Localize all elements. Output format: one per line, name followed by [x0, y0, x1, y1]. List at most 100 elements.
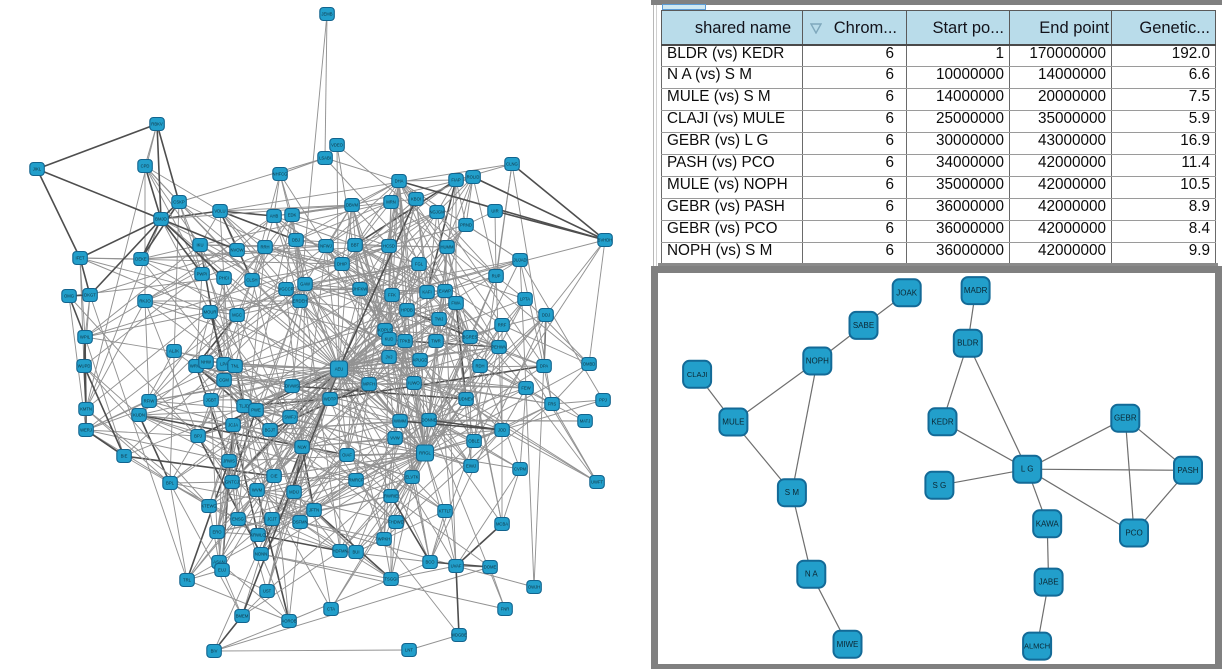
- svg-text:TWJ: TWJ: [435, 317, 444, 322]
- svg-text:JFTN: JFTN: [309, 508, 319, 513]
- svg-text:MULE: MULE: [722, 418, 744, 427]
- svg-text:NHW: NHW: [201, 360, 211, 365]
- svg-text:ERDEH: ERDEH: [293, 299, 308, 304]
- svg-text:BGJT: BGJT: [265, 428, 276, 433]
- svg-text:MOUR: MOUR: [204, 310, 217, 315]
- svg-text:KMTN: KMTN: [80, 407, 92, 412]
- svg-text:OWJH: OWJH: [528, 585, 540, 590]
- svg-text:NVOW: NVOW: [230, 248, 243, 253]
- svg-text:IFET: IFET: [75, 256, 85, 261]
- svg-text:DOME: DOME: [484, 565, 497, 570]
- svg-text:FGL: FGL: [415, 262, 424, 267]
- svg-text:BUI: BUI: [353, 550, 360, 555]
- svg-text:S M: S M: [785, 488, 800, 497]
- svg-text:GNTCJ: GNTCJ: [225, 480, 239, 485]
- svg-text:BBT: BBT: [351, 243, 360, 248]
- svg-text:DBJ: DBJ: [292, 238, 300, 243]
- svg-text:MIWE: MIWE: [837, 640, 859, 649]
- svg-text:GAW: GAW: [300, 282, 310, 287]
- svg-text:NLW: NLW: [298, 445, 307, 450]
- svg-text:DEKE: DEKE: [135, 257, 147, 262]
- svg-text:TNL: TNL: [231, 364, 240, 369]
- svg-text:BPJ: BPJ: [194, 434, 202, 439]
- svg-text:JUJAD: JUJAD: [513, 258, 526, 263]
- svg-text:WVM: WVM: [252, 488, 263, 493]
- svg-text:RMRCF: RMRCF: [348, 478, 364, 483]
- svg-text:IUWO: IUWO: [408, 381, 420, 386]
- svg-text:ELVTK: ELVTK: [406, 475, 419, 480]
- svg-text:VDLU: VDLU: [214, 209, 225, 214]
- svg-text:GEBR: GEBR: [1114, 414, 1137, 423]
- svg-text:SABE: SABE: [853, 321, 874, 330]
- svg-text:RDH: RDH: [475, 364, 484, 369]
- svg-text:NGJGM: NGJGM: [429, 210, 445, 215]
- svg-text:MPFH: MPFH: [363, 382, 375, 387]
- svg-text:FRS: FRS: [548, 402, 557, 407]
- svg-text:UVAF: UVAF: [451, 564, 462, 569]
- svg-text:ALJK: ALJK: [169, 349, 179, 354]
- svg-text:DONNE: DONNE: [421, 418, 436, 423]
- svg-text:MCBA: MCBA: [496, 522, 508, 527]
- svg-text:RRF: RRF: [498, 323, 507, 328]
- svg-text:BIE: BIE: [121, 454, 128, 459]
- svg-text:JRWS: JRWS: [223, 459, 235, 464]
- svg-text:EUJ: EUJ: [218, 568, 226, 573]
- svg-text:FHDWD: FHDWD: [388, 520, 404, 525]
- svg-text:RKJO: RKJO: [139, 299, 151, 304]
- svg-text:FFK: FFK: [388, 293, 396, 298]
- svg-text:NONN: NONN: [255, 552, 267, 557]
- svg-text:CIE: CIE: [271, 474, 278, 479]
- svg-text:BMJO: BMJO: [155, 217, 167, 222]
- svg-text:RWRIE: RWRIE: [384, 494, 398, 499]
- svg-text:JIKL: JIKL: [33, 167, 42, 172]
- svg-text:TSGGI: TSGGI: [384, 577, 397, 582]
- svg-text:AEU: AEU: [335, 367, 344, 372]
- svg-text:FWA: FWA: [451, 301, 460, 306]
- svg-text:MDIJ: MDIJ: [289, 490, 299, 495]
- svg-text:JEMB: JEMB: [321, 12, 332, 17]
- svg-text:JOD: JOD: [498, 428, 506, 433]
- svg-text:TPKB: TPKB: [400, 339, 411, 344]
- svg-text:PCO: PCO: [1125, 529, 1142, 538]
- svg-text:EIWJ: EIWJ: [466, 464, 476, 469]
- svg-text:OMBD: OMBD: [583, 362, 596, 367]
- svg-text:ASAN: ASAN: [213, 560, 224, 565]
- svg-text:BGRES: BGRES: [463, 335, 478, 340]
- svg-text:OSFMN: OSFMN: [292, 520, 307, 525]
- svg-text:AOROB: AOROB: [281, 619, 296, 624]
- svg-text:RBKV: RBKV: [151, 122, 163, 127]
- svg-text:EDK: EDK: [288, 213, 297, 218]
- svg-text:NFWJ: NFWJ: [320, 244, 332, 249]
- svg-text:SWFJ: SWFJ: [284, 415, 295, 420]
- svg-text:CTA: CTA: [327, 607, 335, 612]
- svg-text:KTTLT: KTTLT: [439, 509, 452, 514]
- svg-text:TWR: TWR: [431, 339, 441, 344]
- svg-text:JCJA: JCJA: [228, 423, 238, 428]
- svg-text:VVW: VVW: [390, 436, 400, 441]
- svg-text:PWPI: PWPI: [197, 272, 208, 277]
- svg-text:PRND: PRND: [460, 223, 472, 228]
- svg-text:UIR: UIR: [491, 209, 498, 214]
- svg-text:JVJ: JVJ: [386, 355, 393, 360]
- svg-text:APUGD: APUGD: [413, 358, 428, 363]
- svg-text:BVHDH: BVHDH: [598, 238, 613, 243]
- svg-text:JGBT: JGBT: [206, 398, 217, 403]
- svg-text:KUDN: KUDN: [133, 413, 145, 418]
- svg-text:LNT: LNT: [405, 648, 413, 653]
- svg-text:LSABI: LSABI: [319, 156, 331, 161]
- svg-text:PPJ: PPJ: [599, 398, 607, 403]
- svg-text:WPKH: WPKH: [378, 537, 391, 542]
- svg-text:WUPD: WUPD: [78, 364, 91, 369]
- svg-text:FIAP: FIAP: [451, 178, 461, 183]
- svg-text:CLAJI: CLAJI: [687, 370, 707, 379]
- svg-text:WDGBE: WDGBE: [451, 633, 467, 638]
- svg-text:RRGL: RRGL: [419, 451, 431, 456]
- svg-text:KOPLS: KOPLS: [378, 328, 392, 333]
- svg-text:NHFCG: NHFCG: [273, 172, 288, 177]
- svg-text:KUD: KUD: [385, 337, 394, 342]
- svg-text:BMEM: BMEM: [236, 614, 249, 619]
- svg-text:TLJD: TLJD: [239, 404, 249, 409]
- svg-text:ENSG: ENSG: [232, 517, 244, 522]
- svg-text:WERJ: WERJ: [80, 428, 92, 433]
- svg-text:MADR: MADR: [964, 286, 988, 295]
